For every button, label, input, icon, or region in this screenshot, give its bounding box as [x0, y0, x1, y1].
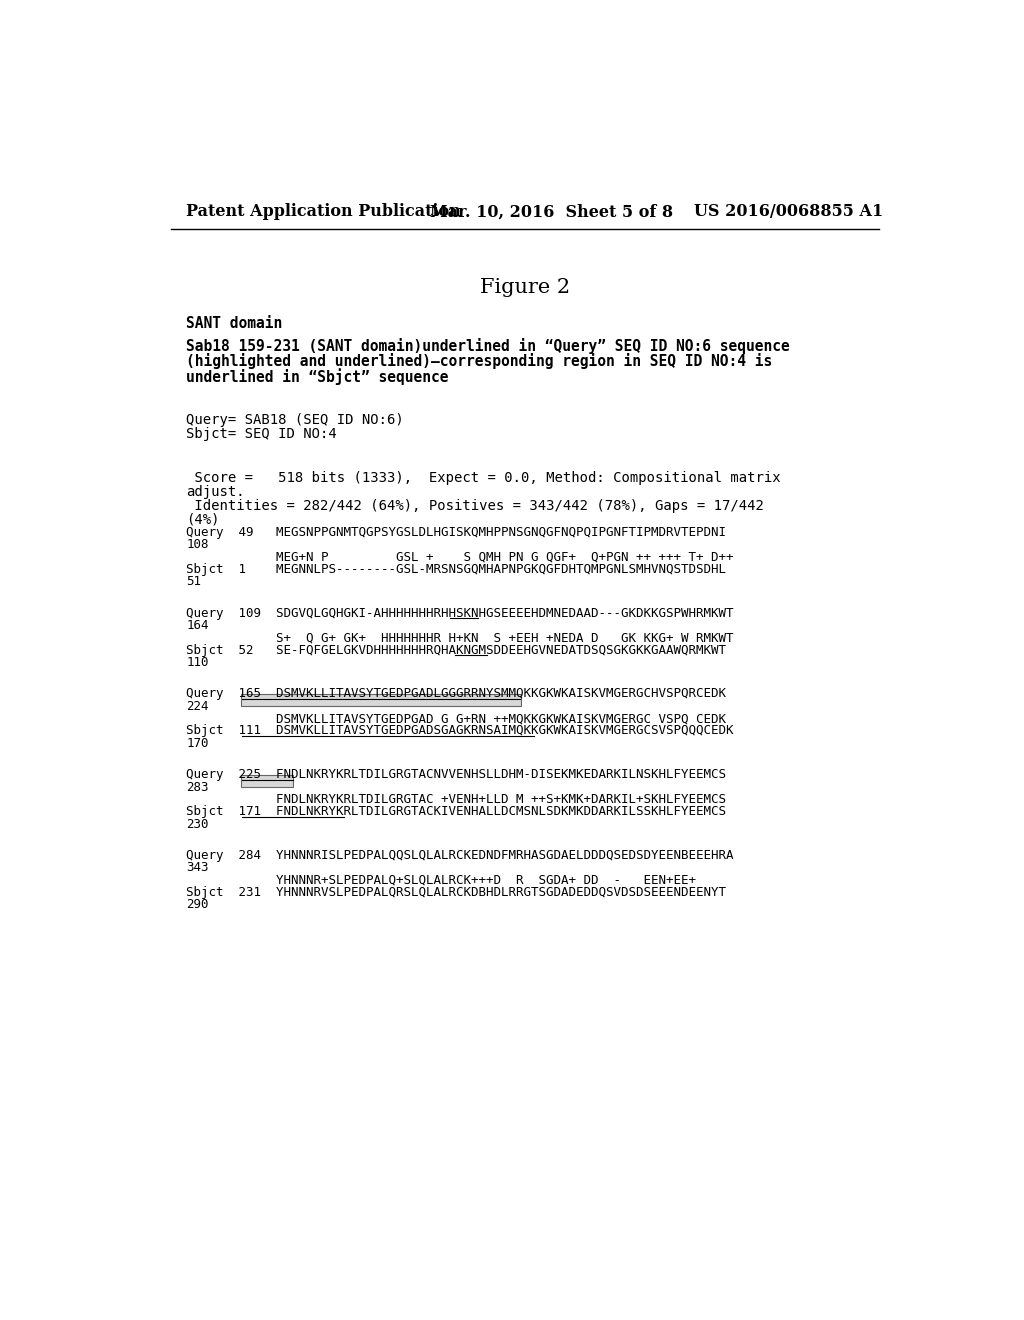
- Text: Sbjct= SEQ ID NO:4: Sbjct= SEQ ID NO:4: [186, 426, 337, 441]
- Text: Sbjct  111  DSMVKLLITAVSYTGEDPGADSGAGKRNSAIMQKKGKWKAISKVMGERGCSVSPQQQCEDK: Sbjct 111 DSMVKLLITAVSYTGEDPGADSGAGKRNSA…: [186, 725, 733, 738]
- Text: Sbjct  171  FNDLNKRYKRLTDILGRGTACKIVENHALLDCMSNLSDKMKDDARKILSSKHLFYEEMCS: Sbjct 171 FNDLNKRYKRLTDILGRGTACKIVENHALL…: [186, 805, 726, 818]
- Text: 51: 51: [186, 576, 201, 587]
- Text: YHNNNR+SLPEDPALQ+SLQLALRCK+++D  R  SGDA+ DD  -   EEN+EE+: YHNNNR+SLPEDPALQ+SLQLALRCK+++D R SGDA+ D…: [186, 874, 696, 887]
- Text: Sab18 159-231 (SANT domain)underlined in “Query” SEQ ID NO:6 sequence: Sab18 159-231 (SANT domain)underlined in…: [186, 338, 790, 354]
- Text: Identities = 282/442 (64%), Positives = 343/442 (78%), Gaps = 17/442: Identities = 282/442 (64%), Positives = …: [186, 499, 764, 512]
- Text: 230: 230: [186, 817, 209, 830]
- Text: 290: 290: [186, 899, 209, 911]
- Text: Mar. 10, 2016  Sheet 5 of 8: Mar. 10, 2016 Sheet 5 of 8: [430, 203, 674, 220]
- Text: Query  225  FNDLNKRYKRLTDILGRGTACNVVENHSLLDHM-DISEKMKEDARKILNSKHLFYEEMCS: Query 225 FNDLNKRYKRLTDILGRGTACNVVENHSLL…: [186, 768, 726, 781]
- Bar: [241, 775, 294, 787]
- Text: adjust.: adjust.: [186, 484, 245, 499]
- Text: Query= SAB18 (SEQ ID NO:6): Query= SAB18 (SEQ ID NO:6): [186, 413, 403, 428]
- Text: Patent Application Publication: Patent Application Publication: [186, 203, 461, 220]
- Text: DSMVKLLITAVSYTGEDPGAD G G+RN ++MQKKGKWKAISKVMGERGC VSPQ CEDK: DSMVKLLITAVSYTGEDPGAD G G+RN ++MQKKGKWKA…: [186, 711, 726, 725]
- Text: Sbjct  1    MEGNNLPS--------GSL-MRSNSGQMHAPNPGKQGFDHTQMPGNLSMHVNQSTDSDHL: Sbjct 1 MEGNNLPS--------GSL-MRSNSGQMHAPN…: [186, 562, 726, 576]
- Text: FNDLNKRYKRLTDILGRGTAC +VENH+LLD M ++S+KMK+DARKIL+SKHLFYEEMCS: FNDLNKRYKRLTDILGRGTAC +VENH+LLD M ++S+KM…: [186, 793, 726, 807]
- Text: Query  284  YHNNNRISLPEDPALQQSLQLALRCKEDNDFMRHASGDAELDDDQSEDSDYEENBEEEHRA: Query 284 YHNNNRISLPEDPALQQSLQLALRCKEDND…: [186, 849, 733, 862]
- Text: (highlighted and underlined)–corresponding region in SEQ ID NO:4 is: (highlighted and underlined)–correspondi…: [186, 354, 772, 370]
- Text: Query  49   MEGSNPPGNMTQGPSYGSLDLHGISKQMHPPNSGNQGFNQPQIPGNFTIPMDRVTEPDNI: Query 49 MEGSNPPGNMTQGPSYGSLDLHGISKQMHPP…: [186, 525, 726, 539]
- Text: 110: 110: [186, 656, 209, 669]
- Text: Score =   518 bits (1333),  Expect = 0.0, Method: Compositional matrix: Score = 518 bits (1333), Expect = 0.0, M…: [186, 471, 780, 484]
- Text: 164: 164: [186, 619, 209, 632]
- Bar: [241, 694, 520, 706]
- Text: Query  109  SDGVQLGQHGKI-AHHHHHHHRHHSKNHGSEEEEHDMNEDAAD---GKDKKGSPWHRMKWT: Query 109 SDGVQLGQHGKI-AHHHHHHHRHHSKNHGS…: [186, 607, 733, 619]
- Text: Sbjct  231  YHNNNRVSLPEDPALQRSLQLALRCKDBHDLRRGTSGDADEDDQSVDSDSEEENDEENYT: Sbjct 231 YHNNNRVSLPEDPALQRSLQLALRCKDBHD…: [186, 886, 726, 899]
- Text: S+  Q G+ GK+  HHHHHHHR H+KN  S +EEH +NEDA D   GK KKG+ W RMKWT: S+ Q G+ GK+ HHHHHHHR H+KN S +EEH +NEDA D…: [186, 631, 733, 644]
- Text: MEG+N P         GSL +    S QMH PN G QGF+  Q+PGN ++ +++ T+ D++: MEG+N P GSL + S QMH PN G QGF+ Q+PGN ++ +…: [186, 550, 733, 564]
- Text: Sbjct  52   SE-FQFGELGKVDHHHHHHHRQHAKNGMSDDEEHGVNEDATDSQSGKGKKGAAWQRMKWT: Sbjct 52 SE-FQFGELGKVDHHHHHHHRQHAKNGMSDD…: [186, 644, 726, 656]
- Text: US 2016/0068855 A1: US 2016/0068855 A1: [693, 203, 883, 220]
- Text: underlined in “Sbjct” sequence: underlined in “Sbjct” sequence: [186, 368, 449, 384]
- Text: Figure 2: Figure 2: [479, 279, 570, 297]
- Text: Query  165  DSMVKLLITAVSYTGEDPGADLGGGRRNYSMMQKKGKWKAISKVMGERGCHVSPQRCEDK: Query 165 DSMVKLLITAVSYTGEDPGADLGGGRRNYS…: [186, 688, 726, 701]
- Text: 170: 170: [186, 737, 209, 750]
- Text: (4%): (4%): [186, 512, 219, 527]
- Text: 224: 224: [186, 700, 209, 713]
- Text: 283: 283: [186, 780, 209, 793]
- Text: SANT domain: SANT domain: [186, 315, 283, 331]
- Text: 343: 343: [186, 862, 209, 874]
- Text: 108: 108: [186, 539, 209, 550]
